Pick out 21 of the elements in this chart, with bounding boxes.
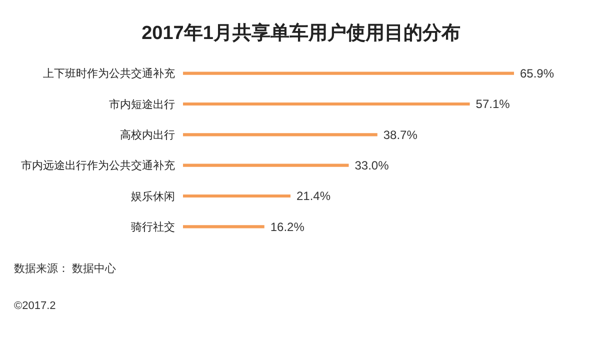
source-note: 数据来源： 数据中心 [14,262,116,276]
data-label: 57.1% [476,97,510,112]
y-tick-label: 娱乐休闲 [131,190,175,203]
data-label: 16.2% [270,220,305,234]
bar [183,102,470,106]
y-tick-label: 市内短途出行 [109,98,175,111]
y-tick-label: 市内远途出行作为公共交通补充 [21,159,175,172]
y-tick-label: 上下班时作为公共交通补充 [43,67,175,80]
data-label: 21.4% [296,189,331,204]
bar [183,133,378,136]
chart-title: 2017年1月共享单车用户使用目的分布 [140,22,462,46]
bar [183,164,349,167]
data-label: 65.9% [520,66,554,81]
bar [183,194,290,198]
bar [183,72,514,75]
y-tick-label: 骑行社交 [131,220,175,234]
bar [183,225,264,228]
data-label: 38.7% [383,128,418,142]
text: ©2017.2 [14,300,56,312]
y-tick-label: 高校内出行 [120,128,175,142]
data-label: 33.0% [354,158,390,173]
